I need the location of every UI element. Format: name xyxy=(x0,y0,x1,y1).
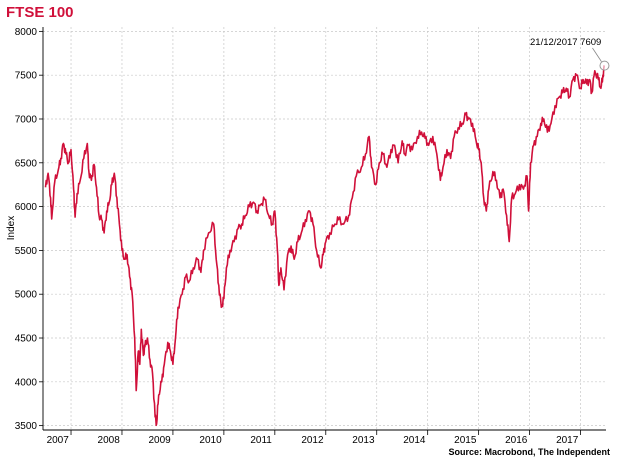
ftse-series-line xyxy=(44,64,605,427)
y-tick-label: 4500 xyxy=(15,334,38,345)
x-tick-label: 2012 xyxy=(301,435,324,446)
x-axis: 2007 2008 2009 2010 2011 2012 2013 2014 2015 2016… xyxy=(43,429,606,446)
x-tick-label: 2013 xyxy=(352,435,375,446)
source-note: Source: Macrobond, The Independent xyxy=(448,447,610,457)
x-tick-label: 2008 xyxy=(98,435,121,446)
y-tick-label: 7000 xyxy=(15,114,38,125)
annotation-leader-line xyxy=(592,47,602,62)
y-tick-label: 6500 xyxy=(15,158,38,169)
x-tick-label: 2015 xyxy=(454,435,477,446)
x-tick-label: 2014 xyxy=(403,435,426,446)
annotation-label: 21/12/2017 7609 xyxy=(530,37,601,48)
y-tick-label: 5000 xyxy=(15,290,38,301)
annotation-marker xyxy=(599,60,610,71)
x-tick-label: 2007 xyxy=(47,435,70,446)
x-tick-label: 2009 xyxy=(148,435,171,446)
x-tick-label: 2017 xyxy=(556,435,579,446)
y-tick-label: 5500 xyxy=(15,246,38,257)
y-tick-label: 8000 xyxy=(15,27,38,38)
chart-title: FTSE 100 xyxy=(6,4,74,21)
x-tick-label: 2011 xyxy=(250,435,272,446)
x-tick-label: 2010 xyxy=(199,435,222,446)
x-tick-label: 2016 xyxy=(505,435,528,446)
y-tick-label: 4000 xyxy=(15,377,38,388)
y-axis-label: Index xyxy=(6,216,17,240)
y-tick-label: 3500 xyxy=(15,421,38,432)
y-axis: 3500 4000 4500 5000 5500 6000 6500 7000 7500 8000 xyxy=(15,27,44,432)
grid-lines xyxy=(43,27,606,430)
y-tick-label: 6000 xyxy=(15,202,38,213)
y-tick-label: 7500 xyxy=(15,71,38,82)
